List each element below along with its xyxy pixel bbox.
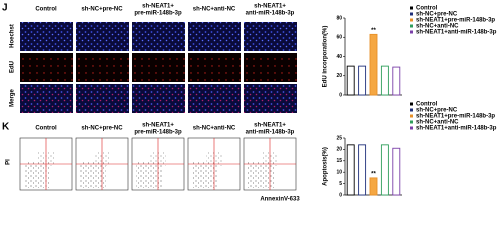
bar bbox=[346, 65, 355, 96]
bar bbox=[358, 144, 367, 196]
micrograph bbox=[244, 53, 297, 82]
column-header: anti-miR-148b-3p bbox=[246, 130, 295, 136]
row-label: Merge bbox=[10, 89, 16, 107]
legend-entry: sh-NEAT1+anti-miR-148b-3p bbox=[416, 30, 497, 36]
legend-swatch bbox=[410, 12, 413, 16]
bar bbox=[346, 144, 355, 196]
flow-events bbox=[80, 162, 106, 188]
micrograph bbox=[76, 53, 129, 82]
column-header: sh-NEAT1+ bbox=[254, 123, 286, 129]
micrograph bbox=[20, 53, 73, 82]
y-tick-label: 80 bbox=[336, 15, 342, 21]
micrograph bbox=[76, 84, 129, 113]
row-label: EdU bbox=[10, 61, 16, 73]
legend-entry: sh-NEAT1+pre-miR-148b-3p bbox=[416, 18, 495, 24]
legend-swatch bbox=[410, 30, 413, 34]
legend-swatch bbox=[410, 114, 413, 118]
micrograph bbox=[132, 53, 185, 82]
micrograph bbox=[20, 84, 73, 113]
legend-swatch bbox=[410, 102, 413, 106]
column-header: pre-miR-148b-3p bbox=[134, 11, 182, 17]
legend-entry: sh-NEAT1+pre-miR-148b-3p bbox=[416, 114, 495, 120]
column-header: Control bbox=[35, 7, 57, 13]
legend-entry: Control bbox=[416, 102, 438, 108]
y-tick-label: 40 bbox=[336, 54, 342, 60]
micrograph bbox=[132, 22, 185, 51]
bar bbox=[358, 65, 367, 96]
bar bbox=[380, 65, 389, 96]
axis-label: PI bbox=[6, 159, 12, 165]
panel-label: K bbox=[2, 122, 10, 133]
y-tick-label: 15 bbox=[336, 158, 342, 164]
legend-entry: Control bbox=[416, 6, 438, 12]
y-tick-label: 60 bbox=[336, 35, 342, 41]
legend-entry: sh-NC+anti-NC bbox=[416, 24, 459, 30]
y-tick-label: 20 bbox=[336, 147, 342, 153]
significance: ** bbox=[371, 28, 376, 34]
bar bbox=[392, 66, 401, 96]
panel-label: J bbox=[2, 3, 8, 14]
legend-swatch bbox=[410, 18, 413, 22]
column-header: pre-miR-148b-3p bbox=[134, 130, 182, 136]
flow-events bbox=[136, 162, 162, 188]
legend-entry: sh-NC+anti-NC bbox=[416, 120, 459, 126]
legend-entry: sh-NC+pre-NC bbox=[416, 12, 458, 18]
bar bbox=[380, 144, 389, 196]
axis-label: AnnexinV-633 bbox=[260, 197, 300, 203]
y-axis-label: EdU incorporation(%) bbox=[323, 26, 329, 88]
flow-events bbox=[24, 162, 50, 188]
flow-events bbox=[192, 162, 218, 188]
micrograph bbox=[188, 22, 241, 51]
micrograph bbox=[244, 22, 297, 51]
column-header: sh-NEAT1+ bbox=[254, 4, 286, 10]
y-tick-label: 5 bbox=[339, 181, 342, 187]
y-tick-label: 10 bbox=[336, 170, 342, 176]
column-header: sh-NC+anti-NC bbox=[193, 7, 236, 13]
column-header: sh-NEAT1+ bbox=[142, 4, 174, 10]
micrograph bbox=[244, 84, 297, 113]
column-header: Control bbox=[35, 126, 57, 132]
y-tick-label: 20 bbox=[336, 73, 342, 79]
y-tick-label: 0 bbox=[339, 92, 342, 98]
column-header: sh-NEAT1+ bbox=[142, 123, 174, 129]
micrograph bbox=[132, 84, 185, 113]
micrograph bbox=[188, 84, 241, 113]
bar bbox=[369, 33, 378, 96]
column-header: sh-NC+anti-NC bbox=[193, 126, 236, 132]
legend-entry: sh-NEAT1+anti-miR-148b-3p bbox=[416, 126, 497, 132]
legend-swatch bbox=[410, 108, 413, 112]
column-header: anti-miR-148b-3p bbox=[246, 11, 295, 17]
micrograph bbox=[20, 22, 73, 51]
bar bbox=[369, 177, 378, 196]
figure: J K PI AnnexinV-633 Control sh-NC+pre-NC s… bbox=[2, 3, 497, 203]
y-tick-label: 0 bbox=[339, 192, 342, 198]
row-label: Hoechst bbox=[10, 24, 16, 48]
significance: ** bbox=[371, 171, 376, 177]
flow-events bbox=[248, 162, 274, 188]
column-header: sh-NC+pre-NC bbox=[81, 7, 123, 13]
legend-entry: sh-NC+pre-NC bbox=[416, 108, 458, 114]
legend-swatch bbox=[410, 6, 413, 10]
micrograph bbox=[188, 53, 241, 82]
y-tick-label: 25 bbox=[336, 135, 342, 141]
bar bbox=[392, 147, 401, 196]
column-header: sh-NC+pre-NC bbox=[81, 126, 123, 132]
legend-swatch bbox=[410, 24, 413, 28]
legend-swatch bbox=[410, 126, 413, 130]
micrograph bbox=[76, 22, 129, 51]
y-axis-label: Apoptosis(%) bbox=[323, 147, 329, 186]
legend-swatch bbox=[410, 120, 413, 124]
